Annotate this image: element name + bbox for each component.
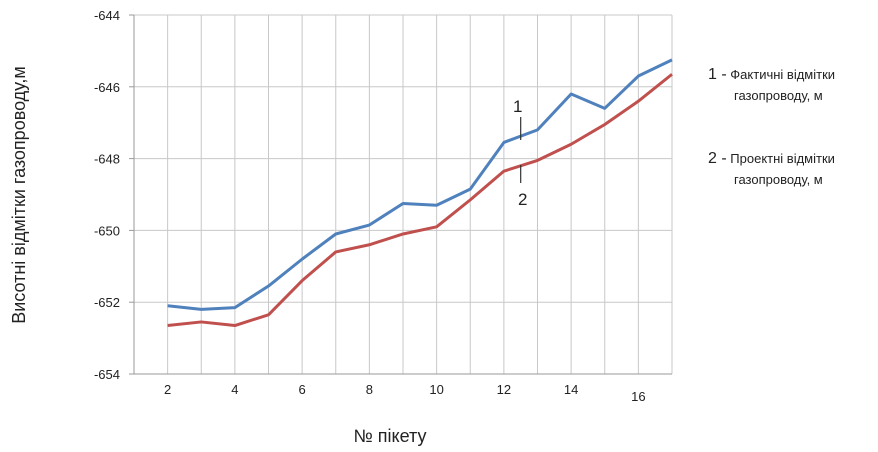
y-axis-title: Висотні відмітки газопроводу,м bbox=[9, 66, 29, 324]
x-tick-label: 2 bbox=[164, 382, 171, 397]
y-tick-label: -648 bbox=[94, 152, 120, 167]
annotation-label-2: 2 bbox=[518, 190, 527, 209]
x-tick-label: 12 bbox=[497, 382, 511, 397]
legend-item-2: 2 - Проектні відмітки газопроводу, м bbox=[708, 148, 835, 190]
legend-number-1: 1 - bbox=[708, 66, 727, 83]
y-tick-label: -646 bbox=[94, 80, 120, 95]
y-tick-label: -652 bbox=[94, 295, 120, 310]
legend-text-1b: газопроводу, м bbox=[734, 88, 823, 103]
annotations: 12 bbox=[513, 97, 527, 209]
series-lines bbox=[167, 58, 673, 328]
x-tick-label: 10 bbox=[429, 382, 443, 397]
legend-item-1: 1 - Фактичні відмітки газопроводу, м bbox=[708, 64, 835, 106]
legend-number-2: 2 - bbox=[708, 150, 727, 167]
x-tick-label: 6 bbox=[299, 382, 306, 397]
annotation-label-1: 1 bbox=[513, 97, 522, 116]
series-line-2 bbox=[167, 73, 673, 328]
y-tick-label: -644 bbox=[94, 8, 120, 23]
x-tick-label: 4 bbox=[231, 382, 238, 397]
series-line-1 bbox=[167, 58, 673, 311]
x-tick-label: 16 bbox=[631, 389, 645, 404]
x-axis-title: № пікету bbox=[353, 426, 427, 446]
legend-text-2b: газопроводу, м bbox=[734, 172, 823, 187]
grid bbox=[134, 14, 673, 375]
y-tick-label: -654 bbox=[94, 367, 120, 382]
legend-text-1a: Фактичні відмітки bbox=[730, 67, 836, 82]
x-tick-label: 8 bbox=[366, 382, 373, 397]
axes bbox=[129, 14, 672, 375]
y-tick-label: -650 bbox=[94, 223, 120, 238]
x-tick-label: 14 bbox=[564, 382, 578, 397]
legend-text-2a: Проектні відмітки bbox=[730, 151, 835, 166]
